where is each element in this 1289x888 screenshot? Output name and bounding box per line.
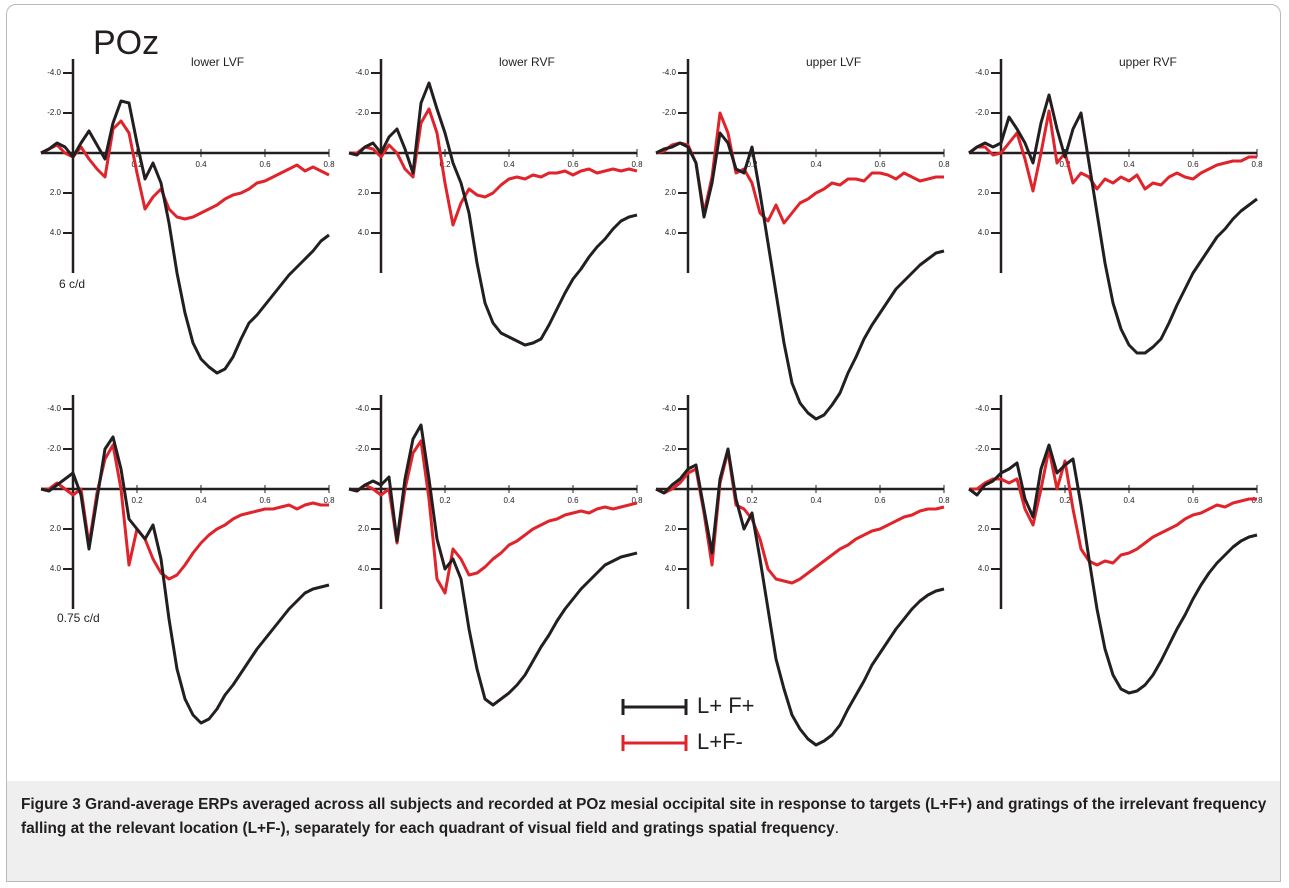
x-tick-label: 0.6: [259, 496, 271, 505]
legend-label: L+ F+: [697, 693, 754, 718]
x-tick-label: 0.2: [439, 496, 451, 505]
erp-line: [655, 447, 945, 747]
row-label: 6 c/d: [59, 277, 85, 291]
y-tick-label: -4.0: [355, 404, 369, 413]
y-tick-label: 4.0: [978, 564, 990, 573]
erp-line: [348, 81, 638, 347]
x-tick-label: 0.6: [259, 160, 271, 169]
erp-line: [968, 443, 1258, 695]
x-tick-label: 0.8: [323, 496, 335, 505]
figure: POz 6 c/d 0.75 c/d 0.2 0.4 0.6 0.8 -4.0 -2.0 2…: [40, 24, 1263, 754]
x-tick-label: 0.6: [567, 160, 579, 169]
y-tick-label: -4.0: [662, 68, 676, 77]
erp-line: [655, 449, 945, 585]
x-tick-label: 0.2: [131, 160, 143, 169]
x-tick-label: 0.8: [323, 160, 335, 169]
erp-line: [348, 423, 638, 707]
row-label: 0.75 c/d: [57, 611, 100, 625]
caption-text: Grand-average ERPs averaged across all s…: [21, 796, 1267, 837]
x-tick-label: 0.4: [195, 496, 207, 505]
figure-frame: POz 6 c/d 0.75 c/d 0.2 0.4 0.6 0.8 -4.0 -2.0 2…: [6, 4, 1281, 882]
y-tick-label: 2.0: [358, 524, 370, 533]
caption: Figure 3 Grand-average ERPs averaged acr…: [7, 781, 1280, 881]
electrode-label: POz: [93, 24, 159, 62]
y-tick-label: -4.0: [975, 68, 989, 77]
x-tick-label: 0.4: [1123, 160, 1135, 169]
y-tick-label: -2.0: [975, 108, 989, 117]
panel-title: upper LVF: [806, 55, 861, 69]
y-tick-label: -4.0: [975, 404, 989, 413]
x-tick-label: 0.8: [1251, 160, 1263, 169]
y-tick-label: -2.0: [662, 108, 676, 117]
y-tick-label: -4.0: [662, 404, 676, 413]
y-tick-label: -4.0: [355, 68, 369, 77]
x-tick-label: 0.6: [1187, 496, 1199, 505]
y-tick-label: 2.0: [50, 524, 62, 533]
x-tick-label: 0.2: [746, 496, 758, 505]
y-tick-label: -2.0: [662, 444, 676, 453]
y-tick-label: 2.0: [665, 188, 677, 197]
y-tick-label: 2.0: [50, 188, 62, 197]
x-tick-label: 0.8: [938, 496, 950, 505]
y-tick-label: 4.0: [50, 564, 62, 573]
erp-line: [40, 119, 330, 221]
legend-swatch: [621, 735, 688, 751]
erp-line: [348, 439, 638, 595]
y-tick-label: 2.0: [978, 188, 990, 197]
y-tick-label: -2.0: [355, 444, 369, 453]
y-tick-label: -4.0: [47, 68, 61, 77]
erp-line: [655, 131, 945, 421]
x-tick-label: 0.4: [1123, 496, 1135, 505]
x-tick-label: 0.4: [810, 496, 822, 505]
erp-line: [40, 99, 330, 375]
x-tick-label: 0.2: [1059, 160, 1071, 169]
erp-line: [968, 109, 1257, 193]
erp-line: [40, 435, 330, 725]
x-tick-label: 0.4: [503, 160, 515, 169]
y-tick-label: -2.0: [975, 444, 989, 453]
x-tick-label: 0.6: [874, 160, 886, 169]
y-tick-label: 2.0: [665, 524, 677, 533]
y-tick-label: 4.0: [978, 228, 990, 237]
caption-label: Figure 3: [21, 796, 81, 813]
erp-line: [655, 111, 944, 225]
x-tick-label: 0.4: [503, 496, 515, 505]
x-tick-label: 0.2: [746, 160, 758, 169]
y-tick-label: -4.0: [47, 404, 61, 413]
x-tick-label: 0.8: [938, 160, 950, 169]
x-tick-label: 0.6: [1187, 160, 1199, 169]
y-tick-label: 2.0: [358, 188, 370, 197]
y-tick-label: -2.0: [355, 108, 369, 117]
x-tick-label: 0.2: [1059, 496, 1071, 505]
x-tick-label: 0.8: [631, 160, 643, 169]
erp-line: [969, 447, 1257, 567]
panel-title: upper RVF: [1119, 55, 1177, 69]
legend-label: L+F-: [697, 729, 743, 754]
x-tick-label: 0.4: [195, 160, 207, 169]
y-tick-label: 4.0: [358, 228, 370, 237]
panel-title: lower LVF: [191, 55, 244, 69]
x-tick-label: 0.4: [810, 160, 822, 169]
legend-swatch: [621, 699, 688, 715]
panel-title: lower RVF: [499, 55, 555, 69]
y-tick-label: -2.0: [47, 444, 61, 453]
y-tick-label: 4.0: [665, 564, 677, 573]
y-tick-label: 2.0: [978, 524, 990, 533]
x-tick-label: 0.6: [567, 496, 579, 505]
x-tick-label: 0.6: [874, 496, 886, 505]
x-tick-label: 0.8: [1251, 496, 1263, 505]
y-tick-label: 4.0: [358, 564, 370, 573]
erp-line: [349, 107, 638, 227]
caption-end: .: [834, 820, 840, 837]
x-tick-label: 0.2: [439, 160, 451, 169]
y-tick-label: 4.0: [665, 228, 677, 237]
erp-line: [968, 93, 1258, 355]
x-tick-label: 0.8: [631, 496, 643, 505]
x-tick-label: 0.2: [131, 496, 143, 505]
y-tick-label: 4.0: [50, 228, 62, 237]
y-tick-label: -2.0: [47, 108, 61, 117]
